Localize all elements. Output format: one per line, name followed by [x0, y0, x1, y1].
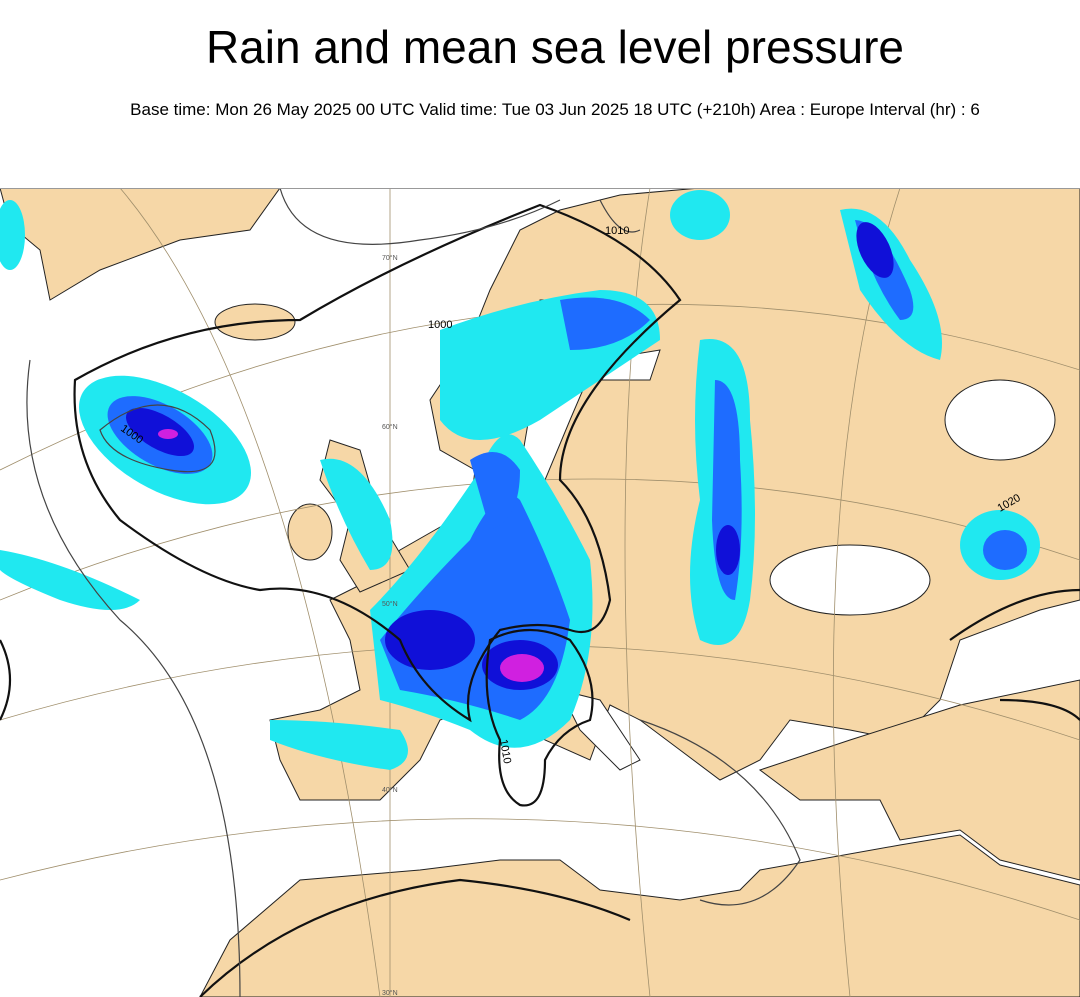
isobar-label: 1010: [605, 225, 629, 237]
subtitle: Base time: Mon 26 May 2025 00 UTC Valid …: [130, 100, 980, 119]
latitude-label: 50°N: [382, 600, 398, 608]
isobars: [0, 203, 1080, 997]
latitude-label: 40°N: [382, 786, 398, 794]
map-body: 1010 1000 1000 1010 1020 70°N 60°N 50°N …: [0, 188, 1080, 997]
latitude-label: 60°N: [382, 423, 398, 431]
rain: [0, 190, 1040, 770]
isobar-label: 1010: [497, 738, 513, 764]
title: Rain and mean sea level pressure: [205, 21, 905, 73]
latitude-label: 70°N: [382, 254, 398, 262]
isobars-thin: [26, 188, 801, 997]
isobar-label: 1000: [428, 319, 452, 331]
latitude-label: 30°N: [382, 989, 398, 997]
